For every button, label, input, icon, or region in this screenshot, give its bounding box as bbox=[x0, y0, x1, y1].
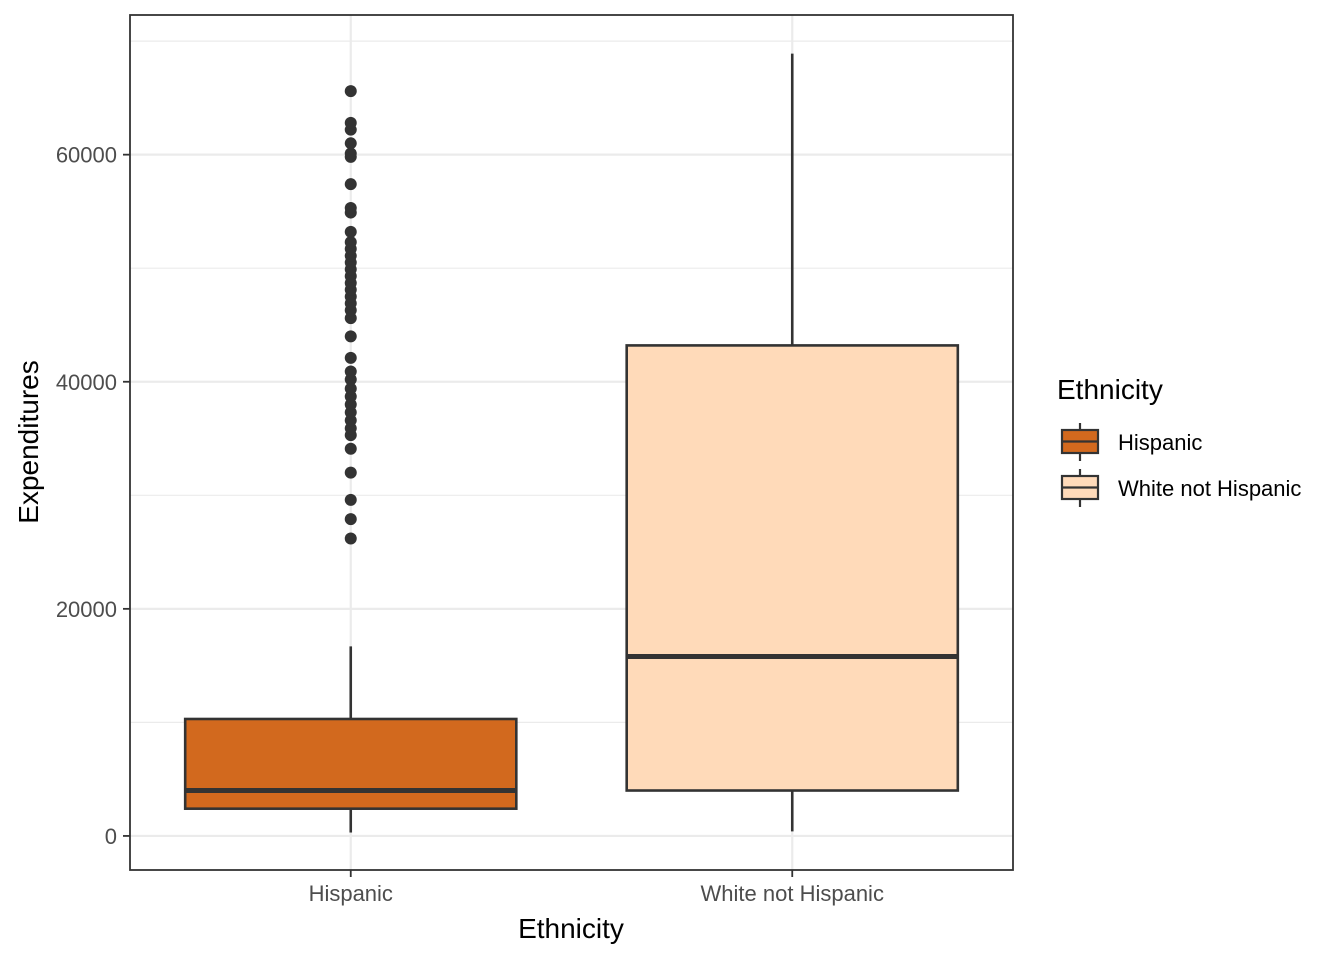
axis-layer: 0 20000 40000 60000 Hispanic White not Hispan… bbox=[56, 143, 884, 906]
y-tick-label: 40000 bbox=[56, 370, 117, 395]
outlier-point bbox=[344, 116, 357, 129]
legend-keys: Hispanic White not Hispanic bbox=[1060, 423, 1301, 507]
legend-label: White not Hispanic bbox=[1118, 476, 1301, 501]
outlier-point bbox=[344, 202, 357, 215]
box-iqr bbox=[183, 717, 518, 810]
box-1 bbox=[183, 85, 518, 833]
y-tick-label: 20000 bbox=[56, 597, 117, 622]
legend-label: Hispanic bbox=[1118, 430, 1202, 455]
outlier-point bbox=[344, 330, 357, 343]
x-tick-label: White not Hispanic bbox=[701, 881, 884, 906]
outlier-point bbox=[344, 351, 357, 364]
outlier-point bbox=[344, 147, 357, 160]
y-tick-label: 60000 bbox=[56, 143, 117, 168]
outlier-point bbox=[344, 442, 357, 455]
outlier-point bbox=[344, 85, 357, 98]
y-tick-label: 0 bbox=[105, 824, 117, 849]
x-axis-title: Ethnicity bbox=[518, 913, 624, 944]
outlier-point bbox=[344, 493, 357, 506]
box-2 bbox=[625, 53, 960, 832]
outlier-point bbox=[344, 513, 357, 526]
outlier-point bbox=[344, 532, 357, 545]
outlier-point bbox=[344, 382, 357, 395]
legend-item-1: Hispanic bbox=[1060, 423, 1202, 461]
box-iqr bbox=[625, 344, 960, 792]
plot-panel-border bbox=[129, 14, 1014, 871]
box-layer bbox=[183, 53, 960, 833]
x-tick-label: Hispanic bbox=[309, 881, 393, 906]
outlier-point bbox=[344, 365, 357, 378]
outlier-point bbox=[344, 236, 357, 249]
outlier-point bbox=[344, 466, 357, 479]
legend-item-2: White not Hispanic bbox=[1060, 469, 1301, 507]
outlier-point bbox=[344, 137, 357, 150]
legend-title: Ethnicity bbox=[1057, 374, 1163, 405]
outlier-point bbox=[344, 178, 357, 191]
outlier-point bbox=[344, 225, 357, 238]
legend: Ethnicity Hispanic White not Hispanic bbox=[1057, 374, 1301, 507]
y-axis-title: Expenditures bbox=[13, 360, 44, 523]
